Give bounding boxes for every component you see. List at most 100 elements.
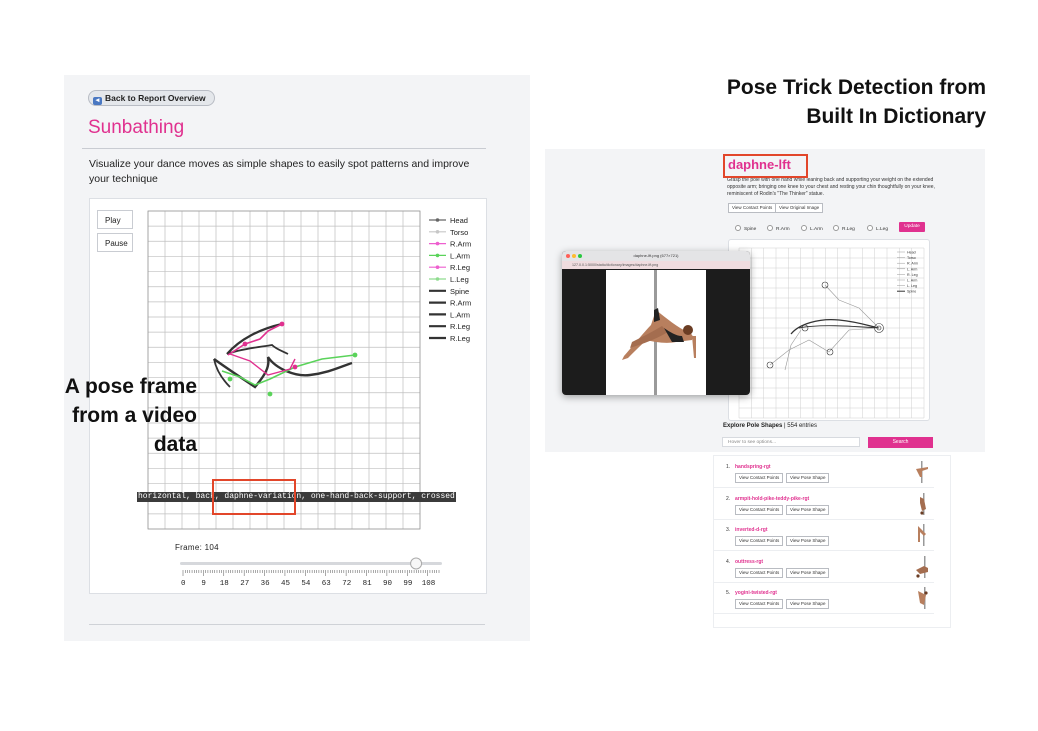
legend-label: L.Arm: [450, 251, 470, 260]
radio-icon: [735, 225, 741, 231]
legend-label: Head: [907, 251, 916, 255]
back-arrow-icon: ◂: [93, 97, 102, 105]
result-name[interactable]: inverted-d-rgt: [735, 527, 768, 534]
update-button[interactable]: Update: [899, 222, 925, 232]
dancer-head: [683, 325, 693, 335]
view-contact-points-button[interactable]: View Contact Points: [728, 203, 777, 213]
back-to-report-button[interactable]: ◂ Back to Report Overview: [88, 90, 215, 106]
view-contact-points-button[interactable]: View Contact Points: [735, 567, 784, 578]
result-thumbnail: [916, 555, 928, 578]
pause-button[interactable]: Pause: [97, 233, 133, 252]
joint-marker: [352, 352, 358, 358]
part-toggle-rarm[interactable]: R.Arm: [767, 225, 790, 232]
window-title: daphne-lft.png (677×721): [633, 253, 679, 258]
legend-label: L.Leg: [450, 275, 469, 284]
image-preview-window: daphne-lft.png (677×721) 127.0.0.1:5000/…: [562, 251, 750, 395]
part-toggle-larm[interactable]: L.Arm: [801, 225, 823, 232]
tick-label: 99: [403, 580, 413, 588]
radio-icon: [801, 225, 807, 231]
view-contact-points-button[interactable]: View Contact Points: [735, 504, 784, 515]
minimize-window-icon[interactable]: [572, 254, 576, 258]
play-button[interactable]: Play: [97, 210, 133, 229]
close-window-icon[interactable]: [566, 254, 570, 258]
part-toggle-spine[interactable]: Spine: [735, 225, 756, 232]
joint-marker: [267, 391, 273, 397]
pole-dancer-photo: [606, 270, 706, 395]
pose-skeleton: [213, 321, 358, 397]
part-toggle-rleg[interactable]: R.Leg: [833, 225, 855, 232]
legend-label: R.Leg: [450, 322, 470, 331]
result-name[interactable]: outtress-rgt: [735, 558, 764, 565]
tick-label: 0: [181, 580, 186, 588]
search-input[interactable]: Hover to see options...: [722, 437, 860, 447]
divider: [89, 624, 485, 625]
explore-heading: Explore Pole Shapes | 554 entries: [723, 423, 817, 429]
radio-icon: [867, 225, 873, 231]
legend-label: Torso: [907, 256, 916, 260]
highlight-box: [212, 479, 296, 515]
result-name[interactable]: armpit-hold-pike-teddy-pike-rgt: [735, 495, 810, 502]
part-label: R.Arm: [776, 227, 790, 232]
highlight-box: [723, 154, 808, 178]
part-label: L.Arm: [810, 227, 823, 232]
zoom-window-icon[interactable]: [578, 254, 582, 258]
page-title: Sunbathing: [88, 117, 185, 138]
result-name[interactable]: yogini-twisted-rgt: [735, 590, 777, 597]
search-button[interactable]: Search: [868, 437, 933, 448]
joint-marker: [826, 348, 834, 356]
tick-label: 90: [383, 580, 393, 588]
joint-marker: [801, 324, 809, 332]
legend-label: Torso: [450, 228, 468, 237]
tick-label: 36: [260, 580, 270, 588]
back-button-label: Back to Report Overview: [105, 93, 206, 103]
view-pose-shape-button[interactable]: View Pose Shape: [786, 567, 830, 578]
view-contact-points-button[interactable]: View Contact Points: [735, 536, 784, 547]
caption-trick-detection: Pose Trick Detection from Built In Dicti…: [727, 73, 986, 131]
frame-slider[interactable]: [180, 557, 442, 571]
caption-line: Built In Dictionary: [806, 105, 986, 128]
legend-label: L. Leg: [907, 284, 917, 288]
trick-description: Grasp the pole with one hand while leani…: [727, 177, 935, 197]
page-description: Visualize your dance moves as simple sha…: [89, 158, 470, 185]
entry-count: 554 entries: [787, 423, 817, 429]
dictionary-panel: daphne-lft Grasp the pole with one hand …: [545, 149, 985, 452]
result-number: 2.: [726, 495, 731, 502]
rarm-line: [227, 323, 283, 356]
joint-marker: [766, 361, 774, 369]
divider: [82, 148, 486, 149]
trick-plot-grid: [738, 247, 925, 419]
view-contact-points-button[interactable]: View Contact Points: [735, 599, 784, 610]
visualization-card: Head Torso R.Arm L.Arm R.Leg L.Leg Spine R.Arm L…: [89, 198, 487, 594]
arm-line: [226, 322, 283, 355]
legend-label: R.Leg: [450, 263, 470, 272]
part-label: R.Leg: [842, 227, 855, 232]
result-thumbnail: [916, 461, 928, 483]
view-pose-shape-button[interactable]: View Pose Shape: [786, 473, 830, 483]
result-thumbnail: [918, 587, 928, 610]
caption-pose-frame: A pose frame from a video data: [65, 372, 197, 459]
view-pose-shape-button[interactable]: View Pose Shape: [786, 599, 830, 610]
slider-track: [180, 562, 442, 565]
result-number: 1.: [726, 464, 731, 470]
pose-tags-label: horizontal, back, daphne-variation, one-…: [137, 492, 456, 502]
view-pose-shape-button[interactable]: View Pose Shape: [786, 504, 830, 515]
frame-label: Frame: 104: [175, 543, 219, 552]
tick-label: 18: [219, 580, 229, 588]
list-item: 3. inverted-d-rgt View Contact Points View …: [714, 519, 934, 552]
result-name[interactable]: handspring-rgt: [735, 464, 771, 470]
legend-label: R.Arm: [450, 299, 471, 308]
view-pose-shape-button[interactable]: View Pose Shape: [786, 536, 830, 547]
result-thumbnail: [918, 524, 926, 547]
dancer-outfit: [654, 308, 660, 322]
tick-label: 45: [281, 580, 291, 588]
plot-legend: Head Torso R.Arm L.Arm R.Leg L.Leg Spine R.Arm L…: [429, 216, 471, 343]
legend-marker: [435, 218, 440, 222]
view-contact-points-button[interactable]: View Contact Points: [735, 473, 784, 483]
legend-label: R. Leg: [907, 273, 918, 277]
view-original-image-button[interactable]: View Original Image: [775, 203, 824, 213]
legend-label: Spine: [907, 290, 916, 294]
part-toggle-lleg[interactable]: L.Leg: [867, 225, 888, 232]
part-label: Spine: [744, 227, 757, 232]
url-bar: 127.0.0.1:5000/static/dictionary/images/…: [562, 261, 750, 269]
